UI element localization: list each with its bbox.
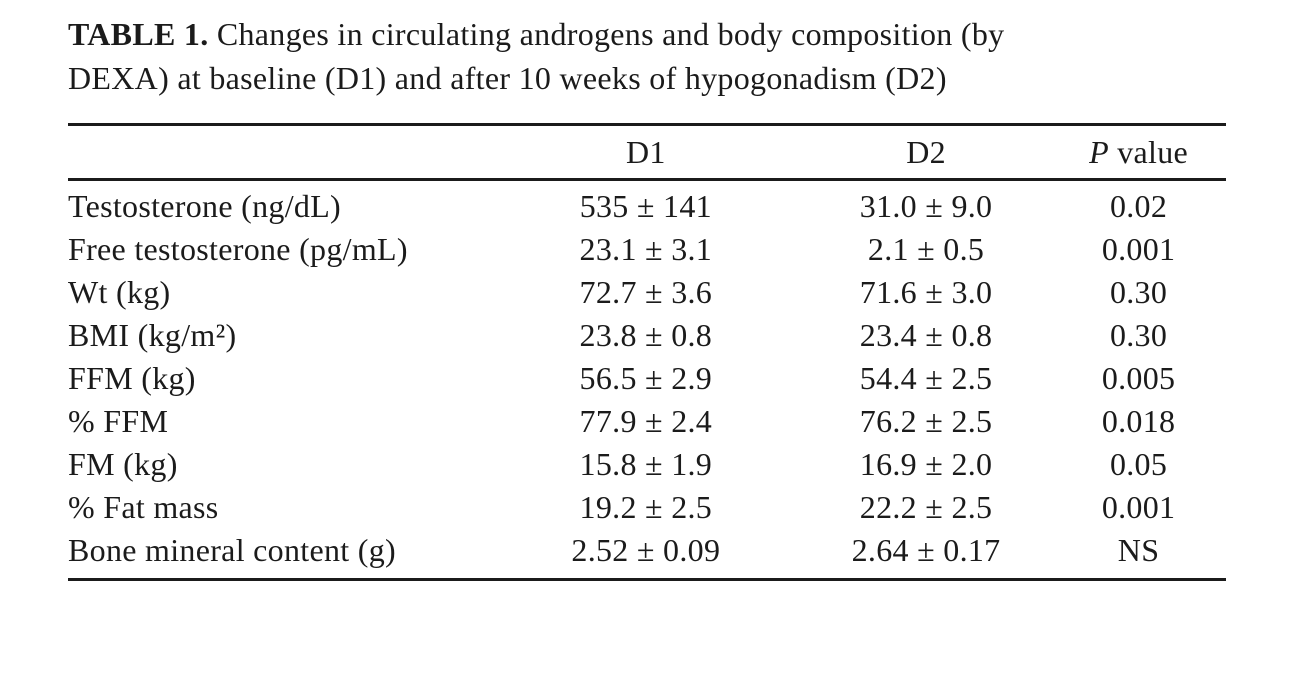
d2-value: 76.2 ± 2.5: [859, 403, 993, 439]
table-row: Wt (kg) 72.7 ± 3.6 71.6 ± 3.0 0.30: [68, 271, 1226, 314]
row-label: % Fat mass: [68, 489, 219, 525]
d2-value: 71.6 ± 3.0: [859, 274, 993, 310]
d2-value: 2.64 ± 0.17: [851, 532, 1001, 568]
row-label: BMI (kg/m²): [68, 317, 237, 353]
row-label: Bone mineral content (g): [68, 532, 396, 568]
d2-value: 2.1 ± 0.5: [867, 231, 985, 267]
row-label: Testosterone (ng/dL): [68, 188, 342, 224]
p-value: 0.018: [1101, 403, 1176, 439]
d1-value: 56.5 ± 2.9: [579, 360, 713, 396]
d1-value: 72.7 ± 3.6: [579, 274, 713, 310]
p-value: NS: [1117, 532, 1160, 568]
d1-value: 15.8 ± 1.9: [579, 446, 713, 482]
paper-table-figure: TABLE 1. Changes in circulating androgen…: [68, 12, 1226, 581]
d2-value: 54.4 ± 2.5: [859, 360, 993, 396]
table-row: BMI (kg/m²) 23.8 ± 0.8 23.4 ± 0.8 0.30: [68, 314, 1226, 357]
d2-value: 23.4 ± 0.8: [859, 317, 993, 353]
p-value: 0.001: [1101, 231, 1176, 267]
d2-value: 31.0 ± 9.0: [859, 188, 993, 224]
row-label: Free testosterone (pg/mL): [68, 231, 408, 267]
table-row: % Fat mass 19.2 ± 2.5 22.2 ± 2.5 0.001: [68, 486, 1226, 529]
row-label: FM (kg): [68, 446, 178, 482]
table-header: D1 D2 P value: [68, 124, 1226, 181]
p-value: 0.005: [1101, 360, 1176, 396]
p-value: 0.001: [1101, 489, 1176, 525]
d1-value: 23.8 ± 0.8: [579, 317, 713, 353]
d2-value: 16.9 ± 2.0: [859, 446, 993, 482]
row-label: Wt (kg): [68, 274, 171, 310]
table-row: FFM (kg) 56.5 ± 2.9 54.4 ± 2.5 0.005: [68, 357, 1226, 400]
row-label: % FFM: [68, 403, 169, 439]
p-value: 0.02: [1109, 188, 1168, 224]
p-value: 0.30: [1109, 317, 1168, 353]
table-caption-text: Changes in circulating androgens and bod…: [68, 16, 1005, 96]
p-value: 0.30: [1109, 274, 1168, 310]
table-row: % FFM 77.9 ± 2.4 76.2 ± 2.5 0.018: [68, 400, 1226, 443]
table-caption-label: TABLE 1.: [68, 16, 209, 52]
table-row: FM (kg) 15.8 ± 1.9 16.9 ± 2.0 0.05: [68, 443, 1226, 486]
row-label: FFM (kg): [68, 360, 196, 396]
table-row: Bone mineral content (g) 2.52 ± 0.09 2.6…: [68, 529, 1226, 580]
p-value: 0.05: [1109, 446, 1168, 482]
column-header-metric: [68, 124, 491, 181]
header-row: D1 D2 P value: [68, 124, 1226, 181]
table-body: Testosterone (ng/dL) 535 ± 141 31.0 ± 9.…: [68, 180, 1226, 580]
table-caption: TABLE 1. Changes in circulating androgen…: [68, 12, 1048, 100]
p-value-header-rest: value: [1117, 133, 1189, 170]
p-value-header-italic-p: P: [1089, 133, 1109, 170]
d1-value: 77.9 ± 2.4: [579, 403, 713, 439]
column-header-d1: D1: [490, 124, 801, 181]
column-header-d2: D2: [801, 124, 1052, 181]
data-table: D1 D2 P value Testosterone (ng/dL) 535 ±…: [68, 123, 1226, 581]
d1-value: 535 ± 141: [579, 188, 712, 224]
table-row: Testosterone (ng/dL) 535 ± 141 31.0 ± 9.…: [68, 180, 1226, 229]
column-header-p-value: P value: [1051, 124, 1226, 181]
d1-value: 2.52 ± 0.09: [571, 532, 721, 568]
d2-value: 22.2 ± 2.5: [859, 489, 993, 525]
table-row: Free testosterone (pg/mL) 23.1 ± 3.1 2.1…: [68, 228, 1226, 271]
d1-value: 23.1 ± 3.1: [579, 231, 713, 267]
d1-value: 19.2 ± 2.5: [579, 489, 713, 525]
